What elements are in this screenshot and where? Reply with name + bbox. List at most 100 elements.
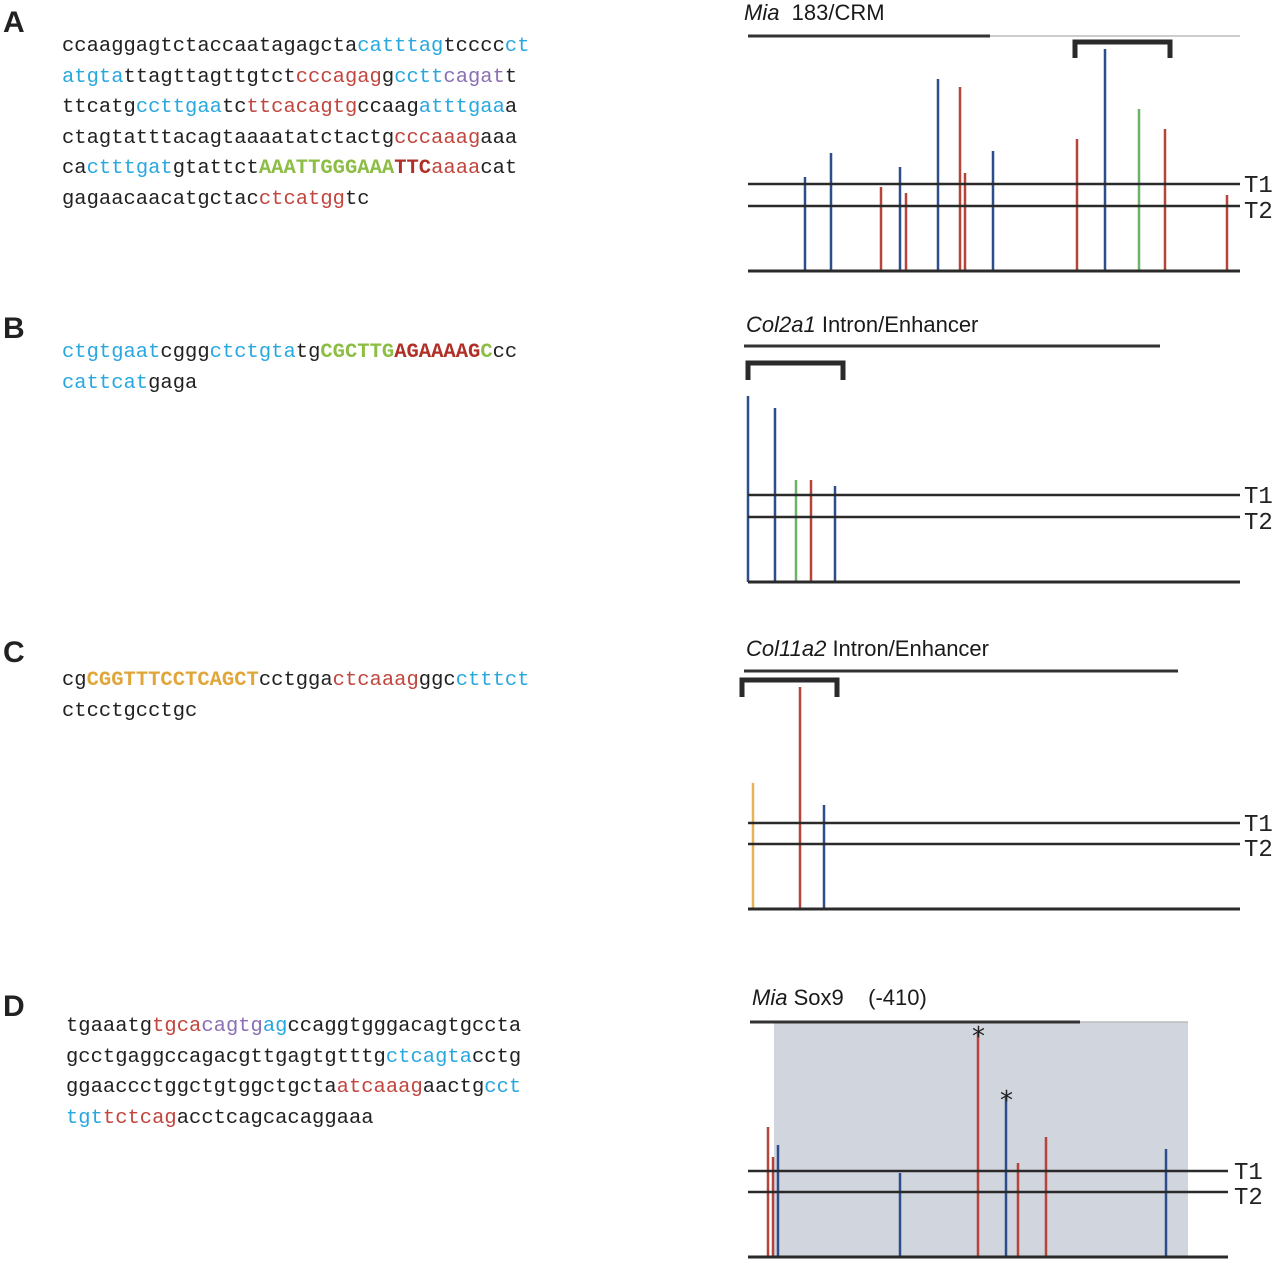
- sequence-c: cgCGGTTTCCTCAGCTcctggactcaaagggcctttct ct…: [62, 666, 530, 727]
- sequence-segment: ctagtatttacagtaaaatatctactg: [62, 126, 395, 150]
- sequence-segment: cggg: [160, 341, 210, 364]
- sequence-segment: ag: [262, 1015, 288, 1038]
- sequence-segment: ctttgat: [86, 157, 173, 180]
- panel-letter-a: A: [3, 6, 25, 39]
- panel-letter-c: C: [3, 636, 25, 669]
- sequence-segment: ttcatg: [62, 96, 136, 119]
- threshold-label-t2: T2: [1244, 510, 1273, 537]
- track-label-a: 183/CRM: [779, 0, 885, 25]
- sequence-segment: aactg: [422, 1076, 485, 1099]
- sequence-segment: aaa: [480, 126, 518, 150]
- threshold-label-t2: T2: [1244, 199, 1273, 226]
- sequence-segment: ctcatgg: [258, 187, 345, 211]
- track-title-c: Col11a2 Intron/Enhancer: [746, 636, 989, 662]
- gene-name-d: Mia: [752, 985, 788, 1010]
- sequence-line: ggaaccctggctgtggctgctaatcaaagaactgcct: [66, 1073, 521, 1104]
- panel-letter-d: D: [3, 990, 25, 1023]
- sequence-segment: ccaaggagtctaccaatagagcta: [62, 35, 358, 58]
- panel-letter-b: B: [3, 312, 25, 345]
- region-bracket: [1072, 39, 1173, 58]
- track-title-d: Mia Sox9 (-410): [752, 985, 927, 1011]
- sequence-segment: C: [480, 341, 493, 364]
- sequence-segment: AGAAAAG: [394, 341, 481, 364]
- sequence-segment: ca: [62, 157, 87, 180]
- sequence-line: ctcctgcctgc: [62, 697, 530, 728]
- gene-name-a: Mia: [744, 0, 780, 25]
- sequence-segment: TTC: [394, 157, 432, 180]
- sequence-segment: tgca: [152, 1015, 202, 1038]
- gene-name-c: Col11a2: [746, 636, 827, 661]
- sequence-segment: ttagttagttgtct: [123, 65, 296, 89]
- track-label-d: Sox9 (-410): [787, 985, 927, 1010]
- sequence-segment: cc: [492, 341, 518, 364]
- sequence-line: cgCGGTTTCCTCAGCTcctggactcaaagggcctttct: [62, 666, 530, 697]
- track-label-c: Intron/Enhancer: [826, 636, 989, 661]
- sequence-line: ccaaggagtctaccaatagagctacatttagtccccct: [62, 32, 530, 63]
- sequence-segment: cat: [480, 157, 518, 180]
- significance-star: *: [972, 1022, 985, 1052]
- sequence-d: tgaaatgtgcacagtgagccaggtgggacagtgccta gcc…: [66, 1012, 521, 1134]
- sequence-line: gcctgaggccagacgttgagtgtttgctcagtacctg: [66, 1043, 521, 1074]
- sequence-segment: tc: [344, 187, 370, 211]
- track-title-a: Mia 183/CRM: [744, 0, 885, 26]
- region-bracket: [745, 360, 846, 380]
- sequence-segment: AAATTGGGAAA: [258, 157, 395, 180]
- sequence-segment: cagtg: [201, 1015, 263, 1038]
- sequence-segment: aaaa: [431, 157, 481, 180]
- sequence-segment: ccaggtgggacagtgccta: [287, 1015, 522, 1038]
- sequence-segment: catttag: [357, 35, 444, 58]
- sequence-line: cattcatgaga: [62, 369, 517, 400]
- sequence-segment: tctcag: [102, 1106, 177, 1130]
- sequence-segment: a: [504, 96, 518, 119]
- sequence-segment: ctttct: [455, 669, 530, 692]
- sequence-segment: cagat: [443, 65, 505, 89]
- sequence-segment: cccagag: [295, 65, 382, 89]
- track-title-b: Col2a1 Intron/Enhancer: [746, 312, 978, 338]
- threshold-label-t2: T2: [1234, 1185, 1263, 1212]
- sequence-segment: tgaaatg: [66, 1015, 153, 1038]
- sequence-segment: ccttgaa: [135, 96, 222, 119]
- significance-star: *: [1000, 1086, 1013, 1116]
- sequence-line: ttcatgccttgaatcttcacagtgccaagatttgaaa: [62, 93, 530, 124]
- sequence-segment: ct: [504, 35, 530, 58]
- sequence-segment: cctg: [471, 1045, 522, 1069]
- sequence-segment: tc: [221, 96, 247, 119]
- sequence-segment: cct: [484, 1076, 522, 1099]
- sequence-segment: gagaacaacatgctac: [62, 187, 259, 211]
- sequence-segment: tgt: [66, 1106, 103, 1130]
- sequence-segment: gtattct: [172, 157, 259, 180]
- sequence-segment: ggc: [418, 669, 456, 692]
- sequence-segment: atttgaa: [418, 96, 505, 119]
- gene-name-b: Col2a1: [746, 312, 816, 337]
- sequence-segment: tg: [295, 341, 321, 364]
- sequence-segment: cg: [62, 669, 87, 692]
- sequence-segment: atcaaag: [336, 1076, 423, 1099]
- sequence-segment: cctgga: [258, 669, 333, 692]
- sequence-line: tgaaatgtgcacagtgagccaggtgggacagtgccta: [66, 1012, 521, 1043]
- sequence-segment: ctctgta: [209, 341, 296, 364]
- threshold-label-t1: T1: [1244, 812, 1273, 839]
- sequence-segment: atgta: [62, 65, 124, 89]
- sequence-segment: ttcacagtg: [246, 96, 358, 119]
- sequence-segment: CGGTTTCCTCAGCT: [86, 669, 259, 692]
- sequence-segment: cccaaag: [394, 126, 481, 150]
- sequence-segment: cattcat: [62, 371, 149, 395]
- sequence-segment: gcctgaggccagacgttgagtgtttg: [66, 1045, 386, 1069]
- threshold-label-t2: T2: [1244, 837, 1273, 864]
- sequence-segment: gaga: [148, 371, 198, 395]
- sequence-segment: t: [504, 65, 518, 89]
- threshold-label-t1: T1: [1244, 484, 1273, 511]
- threshold-label-t1: T1: [1234, 1160, 1263, 1187]
- sequence-b: ctgtgaatcgggctctgtatgCGCTTGAGAAAAGCcc cat…: [62, 338, 517, 399]
- sequence-segment: ccaag: [357, 96, 419, 119]
- sequence-segment: ggaaccctggctgtggctgcta: [66, 1076, 337, 1099]
- sequence-line: atgtattagttagttgtctcccagaggccttcagatt: [62, 63, 530, 94]
- sequence-a: ccaaggagtctaccaatagagctacatttagtccccct at…: [62, 32, 530, 215]
- sequence-segment: acctcagcacaggaaa: [176, 1106, 374, 1130]
- sequence-line: ctgtgaatcgggctctgtatgCGCTTGAGAAAAGCcc: [62, 338, 517, 369]
- sequence-segment: ctcaaag: [332, 669, 419, 692]
- sequence-line: tgttctcagacctcagcacaggaaa: [66, 1104, 521, 1135]
- sequence-segment: CGCTTG: [320, 341, 395, 364]
- sequence-segment: g: [381, 65, 395, 89]
